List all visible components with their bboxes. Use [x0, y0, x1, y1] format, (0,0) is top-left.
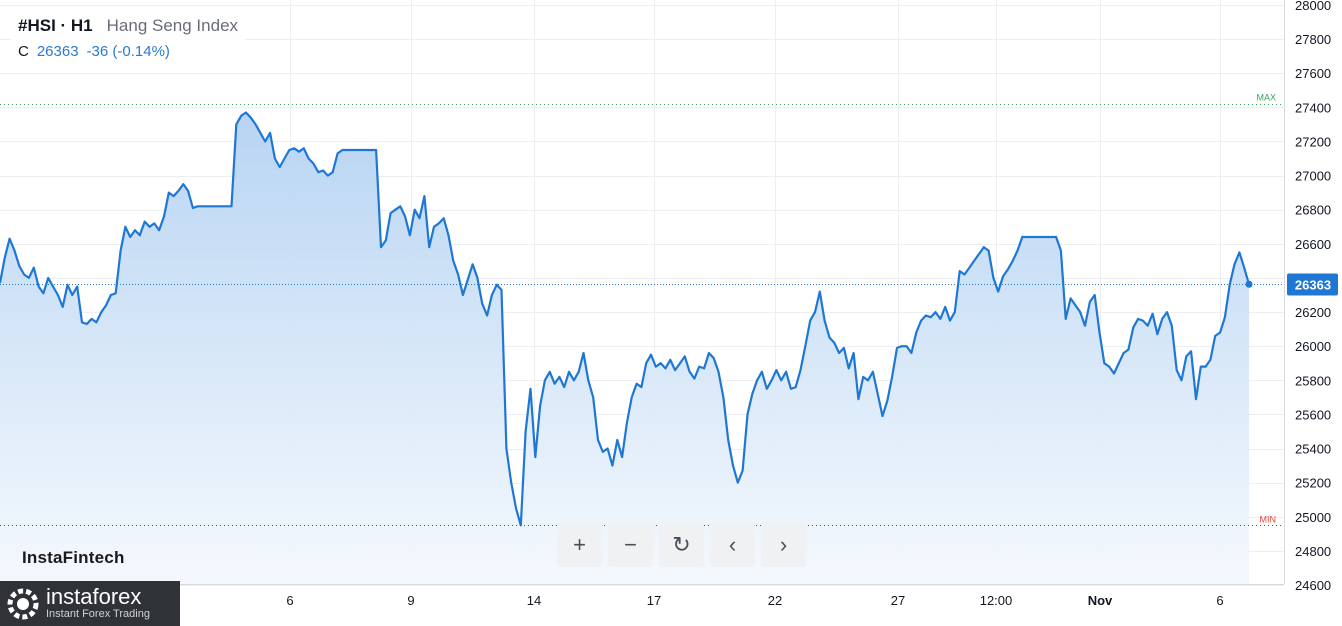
x-tick-label: 22 [768, 593, 782, 608]
y-tick-label: 27200 [1295, 134, 1331, 149]
x-tick-label: Nov [1088, 593, 1113, 608]
x-tick-label: 17 [647, 593, 661, 608]
x-tick-label: 9 [407, 593, 414, 608]
close-label: C [18, 43, 29, 60]
y-tick-label: 26200 [1295, 305, 1331, 320]
y-tick-label: 27000 [1295, 169, 1331, 184]
last-price-marker: 26363 [1245, 273, 1338, 296]
x-tick-label: 6 [1216, 593, 1223, 608]
instrument-description: Hang Seng Index [106, 16, 239, 35]
zoom-out-button[interactable]: − [608, 522, 653, 567]
price-area [0, 112, 1249, 584]
scroll-right-button[interactable]: › [761, 522, 806, 567]
y-tick-label: 27600 [1295, 66, 1331, 81]
x-axis: 6 9 14 17 22 27 12:00 Nov 6 [286, 593, 1223, 608]
logo-name: instaforex [46, 584, 142, 609]
chart-toolbar: + − ↻ ‹ › [557, 522, 806, 567]
symbol-label[interactable]: #HSI · H1 [18, 16, 93, 35]
y-tick-label: 27400 [1295, 100, 1331, 115]
y-tick-label: 26000 [1295, 339, 1331, 354]
min-label: MIN [1260, 515, 1277, 525]
x-tick-label: 6 [286, 593, 293, 608]
close-value: 26363 [36, 43, 79, 60]
y-tick-label: 25000 [1295, 510, 1331, 525]
last-price-label: 26363 [1295, 278, 1331, 293]
reference-lines: MAX MIN [0, 93, 1284, 526]
y-tick-label: 25600 [1295, 407, 1331, 422]
chart-legend: #HSI · H1 Hang Seng Index C 26363 -36 (-0.1… [10, 8, 247, 68]
x-tick-label: 14 [527, 593, 541, 608]
y-tick-label: 25800 [1295, 373, 1331, 388]
gear-logo-icon [7, 588, 39, 619]
logo-tagline: Instant Forex Trading [46, 608, 150, 620]
x-tick-label: 27 [891, 593, 905, 608]
reset-view-button[interactable]: ↻ [659, 522, 704, 567]
y-tick-label: 26600 [1295, 237, 1331, 252]
last-price-badge [1287, 273, 1338, 296]
x-tick-label: 12:00 [980, 593, 1013, 608]
instaforex-logo[interactable]: instaforex Instant Forex Trading [0, 581, 180, 626]
price-change: -36 (-0.14%) [86, 43, 170, 60]
brand-watermark: InstaFintech [22, 548, 125, 567]
y-tick-label: 24800 [1295, 544, 1331, 559]
y-tick-label: 25400 [1295, 442, 1331, 457]
last-price-dot [1245, 280, 1253, 288]
zoom-in-button[interactable]: + [557, 522, 602, 567]
max-label: MAX [1256, 93, 1276, 103]
y-tick-label: 28000 [1295, 0, 1331, 13]
y-tick-label: 26800 [1295, 203, 1331, 218]
y-tick-label: 25200 [1295, 476, 1331, 491]
scroll-left-button[interactable]: ‹ [710, 522, 755, 567]
y-tick-label: 27800 [1295, 32, 1331, 47]
price-line [0, 111, 1251, 527]
y-axis: 28000 27800 27600 27400 27200 27000 26800 26600… [1295, 0, 1331, 593]
y-tick-label: 24600 [1295, 578, 1331, 593]
